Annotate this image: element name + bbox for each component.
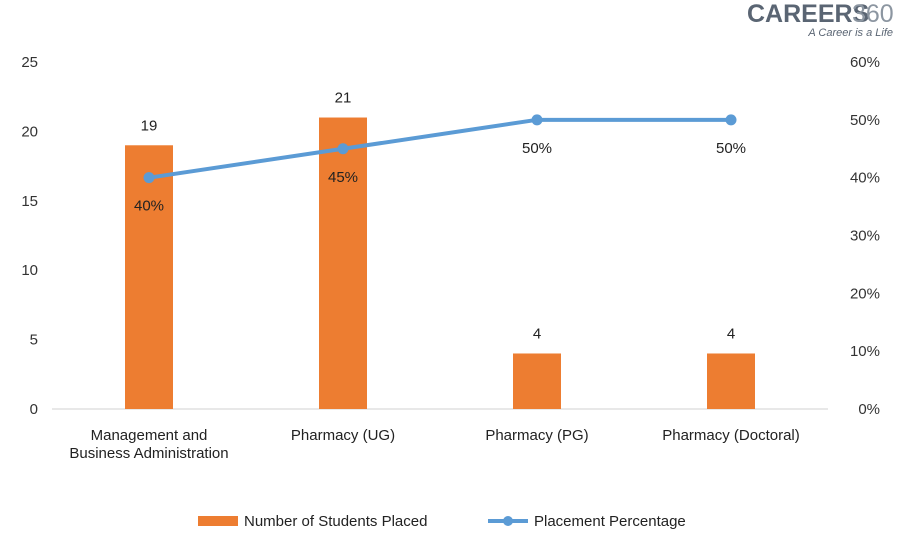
careers360-logo: CAREERS 360 A Career is a Life [747, 0, 894, 39]
line-data-label: 40% [134, 198, 164, 215]
line-point [725, 114, 737, 126]
line-data-label: 45% [328, 169, 358, 186]
right-axis-tick-label: 40% [850, 170, 880, 187]
left-axis-tick-label: 15 [21, 193, 38, 210]
category-label: Pharmacy (Doctoral) [662, 427, 800, 444]
line-data-label: 50% [522, 140, 552, 157]
bar-series [125, 117, 755, 410]
logo-tagline: A Career is a Life [807, 27, 893, 39]
category-label: Management and Business Administration [69, 427, 228, 462]
category-label-line: Pharmacy (UG) [291, 427, 395, 444]
legend-line-marker [503, 516, 513, 526]
category-label-line: Business Administration [69, 445, 228, 462]
left-axis-tick-label: 0 [30, 401, 38, 418]
bar [513, 353, 561, 409]
right-axis-tick-label: 30% [850, 228, 880, 245]
legend-line-label: Placement Percentage [534, 513, 686, 530]
bar [319, 117, 367, 410]
category-axis-labels: Management and Business Administration Pha… [69, 427, 799, 462]
right-axis-ticks: 0% 10% 20% 30% 40% 50% 60% [850, 54, 880, 418]
bar-data-labels: 19 21 4 4 [141, 90, 736, 343]
bar [125, 145, 173, 409]
right-axis-tick-label: 60% [850, 54, 880, 71]
line-series [143, 114, 737, 184]
legend-bar-swatch [198, 516, 238, 526]
right-axis-tick-label: 50% [850, 112, 880, 129]
line-data-label: 50% [716, 140, 746, 157]
bar-data-label: 19 [141, 117, 158, 134]
left-axis-ticks: 0 5 10 15 20 25 [21, 54, 38, 418]
line-point [531, 114, 543, 126]
line-data-labels: 40% 45% 50% 50% [134, 140, 746, 215]
legend-bar-label: Number of Students Placed [244, 513, 427, 530]
bar-data-label: 21 [335, 90, 352, 107]
right-axis-tick-label: 20% [850, 285, 880, 302]
category-label-line: Pharmacy (Doctoral) [662, 427, 800, 444]
logo-number: 360 [852, 0, 894, 28]
category-label-line: Pharmacy (PG) [485, 427, 588, 444]
line-point [143, 172, 155, 184]
category-label-line: Management and [91, 427, 208, 444]
bar [707, 353, 755, 409]
left-axis-tick-label: 10 [21, 262, 38, 279]
category-label: Pharmacy (PG) [485, 427, 588, 444]
left-axis-tick-label: 25 [21, 54, 38, 71]
line-point [337, 143, 349, 155]
right-axis-tick-label: 0% [858, 401, 880, 418]
legend: Number of Students Placed Placement Perc… [198, 513, 686, 530]
right-axis-tick-label: 10% [850, 343, 880, 360]
category-label: Pharmacy (UG) [291, 427, 395, 444]
left-axis-tick-label: 20 [21, 123, 38, 140]
left-axis-tick-label: 5 [30, 332, 38, 349]
bar-data-label: 4 [727, 325, 735, 342]
logo-name: CAREERS [747, 0, 869, 28]
bar-data-label: 4 [533, 325, 541, 342]
line-path [148, 117, 731, 180]
